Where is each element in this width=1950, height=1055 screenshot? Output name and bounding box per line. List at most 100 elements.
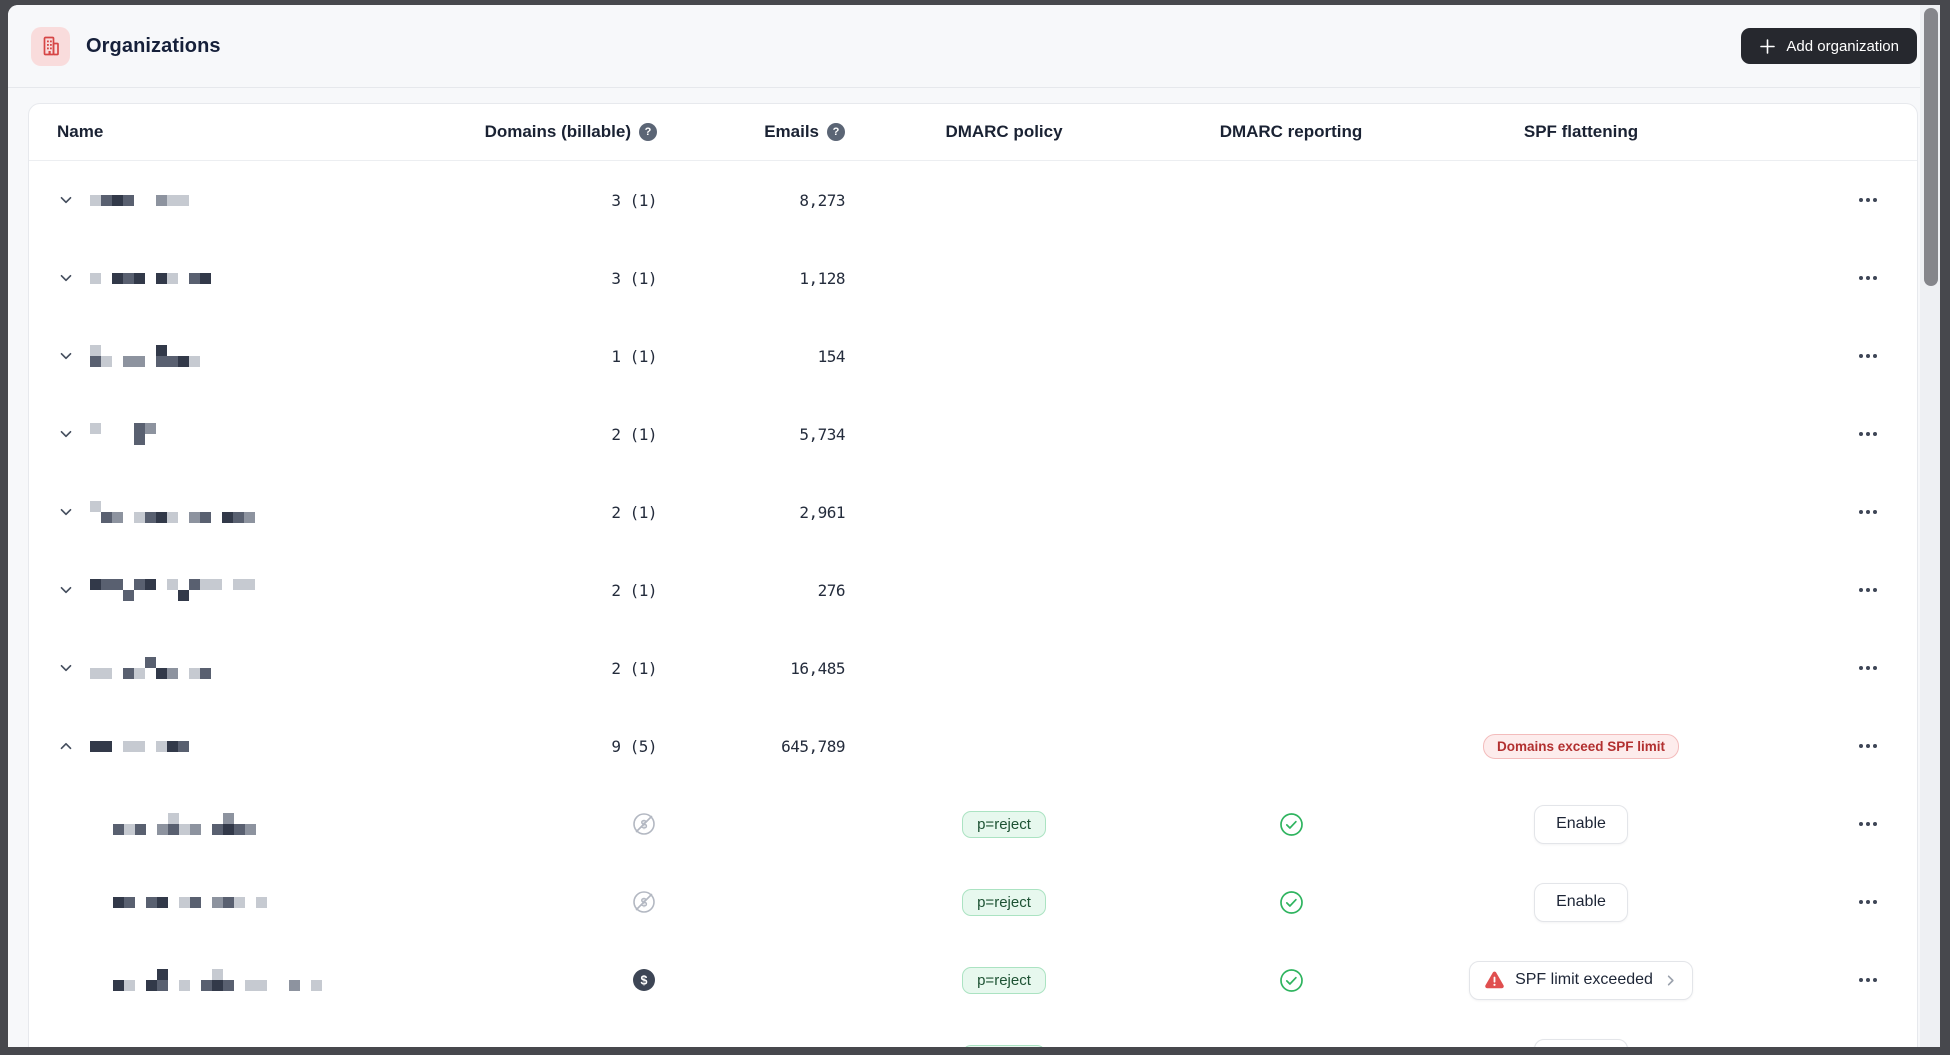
row-menu-button[interactable] bbox=[1857, 192, 1879, 208]
expand-toggle-button[interactable] bbox=[57, 425, 75, 443]
ellipsis-icon bbox=[1859, 588, 1877, 592]
ellipsis-icon bbox=[1859, 900, 1877, 904]
organizations-icon bbox=[31, 26, 70, 66]
add-organization-button[interactable]: Add organization bbox=[1741, 28, 1917, 64]
spf-enable-button[interactable]: Enable bbox=[1534, 804, 1628, 844]
org-row[interactable]: 3 (1) 8,273 bbox=[29, 161, 1917, 239]
spf-limit-exceeded-label: SPF limit exceeded bbox=[1515, 971, 1653, 988]
row-actions-cell bbox=[1857, 816, 1917, 832]
dmarc-policy-cell: p=reject bbox=[962, 1044, 1046, 1047]
spf-enable-button[interactable]: Enable bbox=[1534, 1038, 1628, 1047]
expand-toggle-button[interactable] bbox=[57, 269, 75, 287]
expand-toggle-button[interactable] bbox=[57, 503, 75, 521]
dmarc-policy-badge: p=reject bbox=[962, 1044, 1046, 1047]
add-organization-label: Add organization bbox=[1786, 37, 1899, 55]
row-menu-button[interactable] bbox=[1857, 738, 1879, 754]
ellipsis-icon bbox=[1859, 666, 1877, 670]
column-header-name: Name bbox=[29, 122, 481, 142]
org-name-redacted bbox=[90, 501, 255, 523]
emails-value: 8,273 bbox=[799, 190, 845, 210]
expand-toggle-button[interactable] bbox=[57, 659, 75, 677]
chevron-down-icon bbox=[58, 582, 74, 598]
org-name-cell bbox=[29, 737, 481, 755]
org-row[interactable]: 9 (5) 645,789 Domains exceed SPF limit bbox=[29, 707, 1917, 785]
ellipsis-icon bbox=[1859, 354, 1877, 358]
page-title: Organizations bbox=[86, 34, 221, 57]
emails-value: 16,485 bbox=[790, 658, 845, 678]
domain-row[interactable]: $ p=reject Enable bbox=[29, 1019, 1917, 1047]
org-row[interactable]: 2 (1) 5,734 bbox=[29, 395, 1917, 473]
row-menu-button[interactable] bbox=[1857, 816, 1879, 832]
chevron-down-icon bbox=[58, 270, 74, 286]
domain-billable-cell: $ bbox=[631, 967, 659, 993]
dmarc-policy-cell: p=reject bbox=[962, 810, 1046, 838]
expand-toggle-button[interactable] bbox=[57, 581, 75, 599]
scrollbar-thumb[interactable] bbox=[1924, 8, 1938, 286]
non-billable-dollar-icon: $ bbox=[631, 1045, 657, 1047]
expand-toggle-button[interactable] bbox=[57, 191, 75, 209]
column-header-label: DMARC policy bbox=[945, 122, 1063, 141]
spf-limit-exceeded-button[interactable]: SPF limit exceeded bbox=[1469, 960, 1693, 1000]
row-menu-button[interactable] bbox=[1857, 972, 1879, 988]
domains-billable-value: 3 (1) bbox=[611, 268, 657, 288]
domain-row[interactable]: $ p=reject Enable bbox=[29, 785, 1917, 863]
svg-text:$: $ bbox=[641, 974, 648, 988]
spf-flattening-cell: Enable bbox=[1534, 882, 1628, 922]
chevron-down-icon bbox=[58, 348, 74, 364]
org-row[interactable]: 3 (1) 1,128 bbox=[29, 239, 1917, 317]
expand-toggle-button[interactable] bbox=[57, 737, 75, 755]
domain-name-cell bbox=[29, 896, 481, 908]
domain-row[interactable]: $ p=reject SPF limit exceeded bbox=[29, 941, 1917, 1019]
non-billable-dollar-icon: $ bbox=[631, 889, 657, 915]
emails-value: 276 bbox=[817, 580, 846, 600]
ellipsis-icon bbox=[1859, 510, 1877, 514]
column-header-dmarc-reporting: DMARC reporting bbox=[1161, 122, 1421, 142]
help-icon[interactable]: ? bbox=[827, 123, 845, 141]
org-name-redacted bbox=[90, 272, 211, 284]
row-actions-cell bbox=[1857, 192, 1917, 208]
table-body: 3 (1) 8,273 3 (1) 1,128 1 (1) 154 2 (1) 5,734 2 … bbox=[29, 161, 1917, 1047]
org-name-redacted bbox=[90, 194, 189, 206]
org-row[interactable]: 2 (1) 16,485 bbox=[29, 629, 1917, 707]
row-actions-cell bbox=[1857, 504, 1917, 520]
org-row[interactable]: 1 (1) 154 bbox=[29, 317, 1917, 395]
row-menu-button[interactable] bbox=[1857, 894, 1879, 910]
domain-row[interactable]: $ p=reject Enable bbox=[29, 863, 1917, 941]
expand-toggle-button[interactable] bbox=[57, 347, 75, 365]
emails-value: 5,734 bbox=[799, 424, 845, 444]
row-actions-cell bbox=[1857, 738, 1917, 754]
row-actions-cell bbox=[1857, 348, 1917, 364]
row-menu-button[interactable] bbox=[1857, 582, 1879, 598]
dmarc-reporting-ok-icon bbox=[1279, 968, 1304, 993]
ellipsis-icon bbox=[1859, 198, 1877, 202]
org-row[interactable]: 2 (1) 276 bbox=[29, 551, 1917, 629]
dmarc-reporting-cell bbox=[1279, 812, 1304, 837]
organizations-table: Name Domains (billable)? Emails? DMARC poli… bbox=[28, 103, 1918, 1047]
billable-dollar-icon: $ bbox=[631, 967, 657, 993]
row-menu-button[interactable] bbox=[1857, 270, 1879, 286]
row-menu-button[interactable] bbox=[1857, 348, 1879, 364]
row-menu-button[interactable] bbox=[1857, 660, 1879, 676]
row-menu-button[interactable] bbox=[1857, 426, 1879, 442]
chevron-right-icon bbox=[1663, 973, 1678, 988]
column-header-emails: Emails? bbox=[659, 122, 847, 142]
column-header-label: DMARC reporting bbox=[1219, 122, 1363, 141]
domain-name-cell bbox=[29, 969, 481, 991]
app-window: Organizations Add organization Name Domai… bbox=[8, 5, 1940, 1047]
org-name-redacted bbox=[90, 423, 156, 445]
dmarc-policy-badge: p=reject bbox=[962, 966, 1046, 994]
column-header-spf-flattening: SPF flattening bbox=[1421, 122, 1741, 142]
ellipsis-icon bbox=[1859, 822, 1877, 826]
dmarc-policy-badge: p=reject bbox=[962, 888, 1046, 916]
column-header-dmarc-policy: DMARC policy bbox=[847, 122, 1161, 142]
domains-billable-value: 3 (1) bbox=[611, 190, 657, 210]
domains-billable-value: 2 (1) bbox=[611, 580, 657, 600]
org-name-redacted bbox=[90, 345, 211, 367]
column-header-label: Name bbox=[57, 122, 104, 141]
help-icon[interactable]: ? bbox=[639, 123, 657, 141]
org-row[interactable]: 2 (1) 2,961 bbox=[29, 473, 1917, 551]
row-menu-button[interactable] bbox=[1857, 504, 1879, 520]
spf-enable-button[interactable]: Enable bbox=[1534, 882, 1628, 922]
page-header: Organizations Add organization bbox=[8, 5, 1940, 88]
row-actions-cell bbox=[1857, 426, 1917, 442]
